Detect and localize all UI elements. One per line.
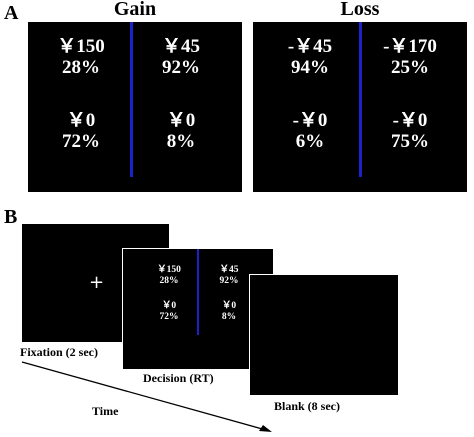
gain-option-bottom-right: ￥0 8% [126, 110, 236, 153]
loss-divider [359, 22, 362, 177]
decision-divider [197, 249, 199, 335]
blank-screen [249, 274, 399, 396]
decision-prob: 72% [159, 311, 179, 322]
fixation-caption: Fixation (2 sec) [20, 345, 98, 359]
loss-title: Loss [340, 0, 380, 20]
panel-a-label: A [4, 2, 19, 24]
loss-amount: -￥0 [392, 110, 428, 131]
decision-amount: ￥0 [221, 301, 237, 311]
panel-b-label: B [4, 206, 18, 228]
gain-prob: 92% [162, 57, 200, 79]
loss-amount: -￥170 [383, 36, 437, 57]
loss-amount: -￥0 [292, 110, 328, 131]
gain-prob: 8% [166, 131, 196, 153]
blank-caption: Blank (8 sec) [274, 399, 340, 413]
gain-prob: 28% [62, 57, 100, 79]
decision-amount: ￥150 [157, 265, 181, 275]
decision-amount: ￥0 [161, 301, 177, 311]
loss-amount: -￥45 [287, 36, 333, 57]
decision-prob: 8% [221, 311, 237, 322]
loss-screen: -￥45 94% -￥170 25% -￥0 6% -￥0 75% [253, 22, 467, 192]
loss-option-top-right: -￥170 25% [355, 36, 465, 79]
gain-option-top-right: ￥45 92% [126, 36, 236, 79]
loss-prob: 25% [391, 57, 429, 79]
gain-option-bottom-left: ￥0 72% [26, 110, 136, 153]
gain-screen: ￥150 28% ￥45 92% ￥0 72% ￥0 8% [28, 22, 242, 192]
decision-caption: Decision (RT) [143, 371, 214, 385]
gain-amount: ￥0 [166, 110, 196, 131]
loss-option-top-left: -￥45 94% [255, 36, 365, 79]
decision-prob: 92% [219, 275, 239, 286]
gain-title: Gain [113, 0, 157, 20]
loss-prob: 94% [291, 57, 329, 79]
gain-amount: ￥150 [57, 36, 105, 57]
loss-option-bottom-right: -￥0 75% [355, 110, 465, 153]
loss-option-bottom-left: -￥0 6% [255, 110, 365, 153]
gain-amount: ￥0 [66, 110, 96, 131]
decision-option-top-left: ￥150 28% [139, 265, 199, 286]
decision-option-top-right: ￥45 92% [199, 265, 259, 286]
time-label: Time [92, 404, 119, 418]
gain-option-top-left: ￥150 28% [26, 36, 136, 79]
gain-divider [130, 22, 133, 177]
decision-option-bottom-left: ￥0 72% [139, 301, 199, 322]
decision-amount: ￥45 [219, 265, 239, 275]
gain-amount: ￥45 [161, 36, 200, 57]
decision-screen: ￥150 28% ￥45 92% ￥0 72% ￥0 8% [122, 248, 274, 370]
decision-option-bottom-right: ￥0 8% [199, 301, 259, 322]
fixation-cross: + [89, 272, 105, 293]
decision-prob: 28% [159, 275, 179, 286]
gain-prob: 72% [62, 131, 100, 153]
loss-prob: 75% [391, 131, 429, 153]
loss-prob: 6% [295, 131, 325, 153]
